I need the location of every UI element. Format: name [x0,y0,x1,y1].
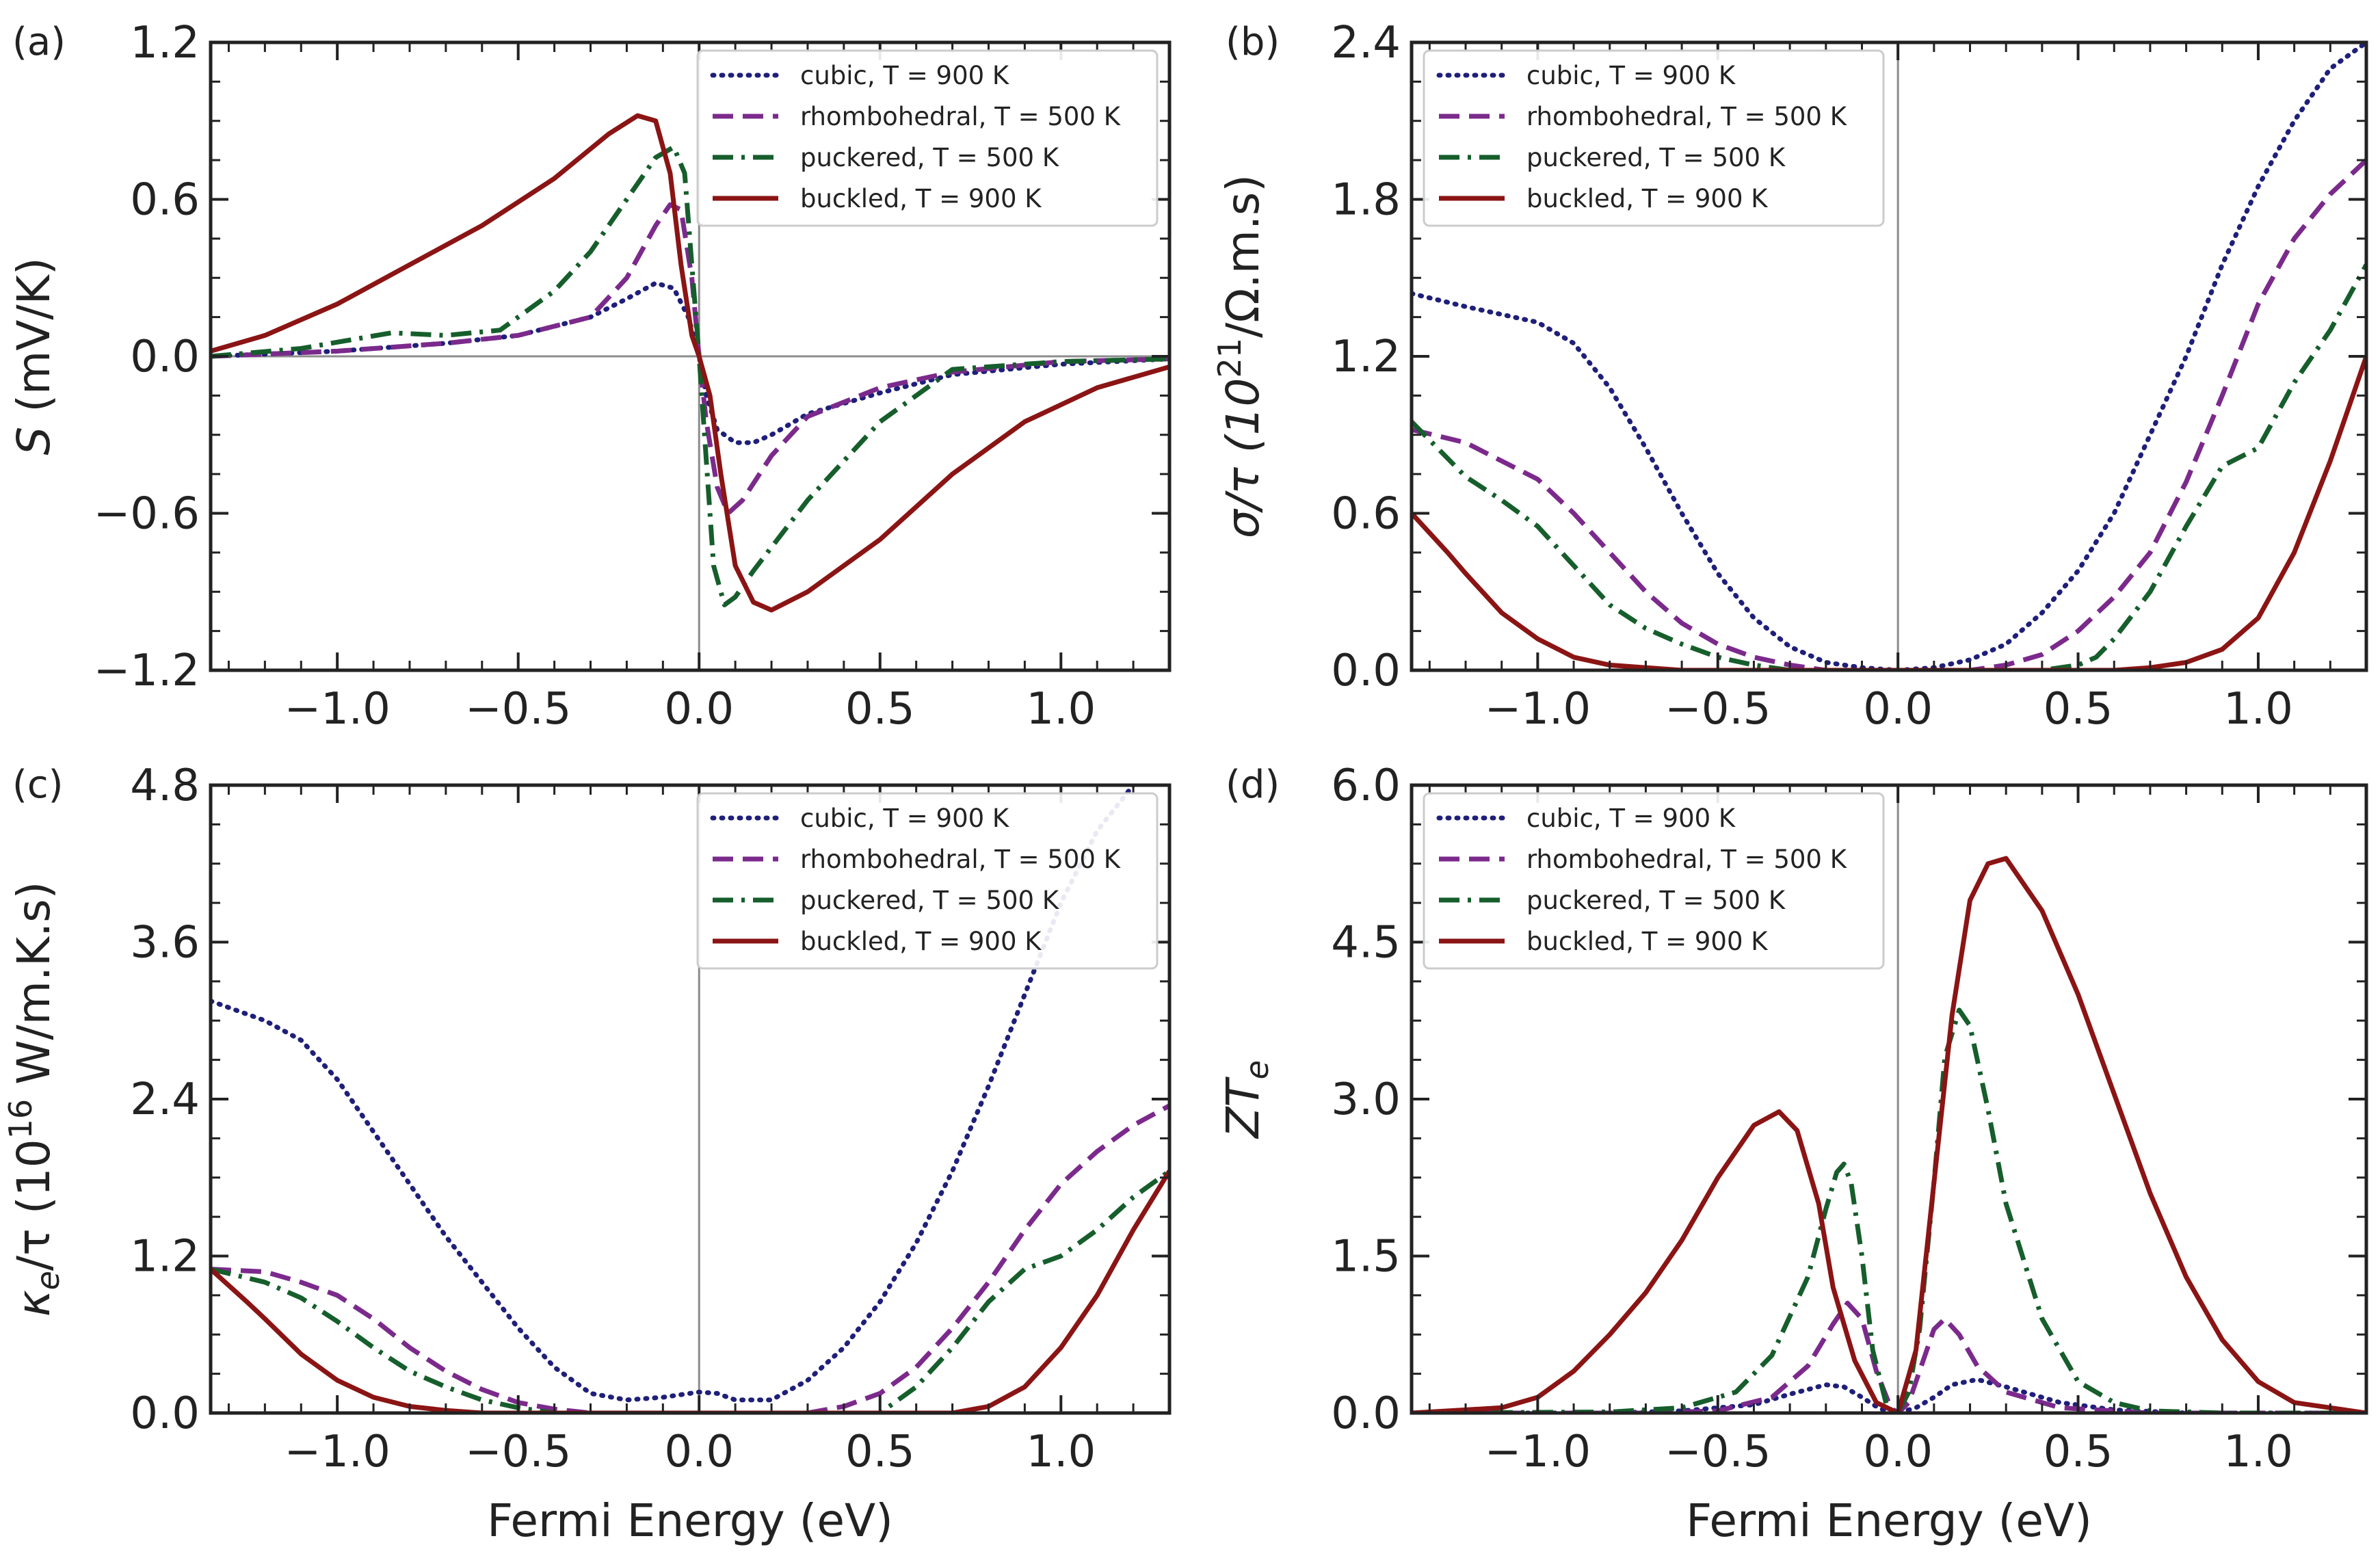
x-axis-title: Fermi Energy (eV) [1686,1494,2092,1547]
legend-label-buckled: buckled, T = 900 K [1526,184,1769,213]
y-tick-label: 3.0 [1331,1074,1401,1125]
panel-c: 0.0 1.2 2.4 3.6 4.8 −1.0 −0.5 0.0 0.5 1.0 (c) Fermi… [2,761,1172,1547]
x-tick-label: 0.5 [845,1427,915,1477]
legend: cubic, T = 900 K rhombohedral, T = 500 K p… [696,49,1159,227]
y-tick-label: 0.0 [1331,646,1401,696]
legend: cubic, T = 900 K rhombohedral, T = 500 K p… [1423,49,1885,227]
series-line-cubic [1412,1377,2366,1413]
y-tick-label: 1.2 [130,1232,200,1282]
y-tick-label: 0.0 [130,1388,200,1439]
y-tick-label: 2.4 [130,1074,200,1125]
legend-label-cubic: cubic, T = 900 K [800,804,1010,833]
legend-box [696,49,1159,227]
x-tick-label: 0.0 [664,684,734,735]
series-line-puckered [1412,263,2366,670]
y-axis-title: σ/τ (1021/Ω.m.s) [1211,174,1269,538]
y-tick-label: 0.0 [130,332,200,382]
legend-label-rhombohedral: rhombohedral, T = 500 K [1526,102,1848,131]
x-tick-label: 0.5 [845,684,915,735]
legend-label-puckered: puckered, T = 500 K [1526,143,1786,172]
series-line-puckered [1412,1007,2366,1413]
legend-label-buckled: buckled, T = 900 K [1526,927,1769,956]
y-axis-title: S (mV/K) [8,257,60,455]
y-tick-label: 4.8 [130,761,200,811]
y-tick-label: 0.6 [130,175,200,226]
legend-label-rhombohedral: rhombohedral, T = 500 K [800,845,1122,874]
legend-label-puckered: puckered, T = 500 K [1526,886,1786,915]
y-tick-label: 2.4 [1331,18,1401,68]
y-tick-label: 1.8 [1331,175,1401,226]
panel-b: 0.0 0.6 1.2 1.8 2.4 −1.0 −0.5 0.0 0.5 1.0 (b) σ/τ (… [1211,18,2368,735]
series-line-rhombohedral [1412,1300,2366,1413]
y-axis-title: ZTe [1217,1060,1275,1139]
legend-box [696,792,1159,970]
y-tick-label: 1.2 [130,18,200,68]
series-line-puckered [211,144,1169,607]
legend-label-puckered: puckered, T = 500 K [800,143,1060,172]
y-tick-label: −0.6 [94,489,200,540]
x-tick-label: 0.0 [1863,684,1933,735]
panel-tag: (d) [1226,763,1280,807]
x-tick-label: 1.0 [2223,1427,2293,1477]
legend-box [1423,792,1885,970]
series-line-buckled [211,113,1169,613]
legend-label-buckled: buckled, T = 900 K [800,184,1042,213]
x-axis-title: Fermi Energy (eV) [487,1494,893,1547]
y-tick-label: 6.0 [1331,761,1401,811]
x-tick-label: −0.5 [1665,684,1771,735]
panel-tag: (c) [12,763,63,807]
panel-d: 0.0 1.5 3.0 4.5 6.0 −1.0 −0.5 0.0 0.5 1.0 (d) Fermi… [1217,761,2368,1547]
x-tick-label: 0.5 [2044,1427,2113,1477]
x-tick-label: −1.0 [1485,1427,1591,1477]
x-tick-label: −0.5 [1665,1427,1771,1477]
panel-tag: (b) [1226,20,1280,64]
x-tick-label: 1.0 [1026,1427,1096,1477]
y-tick-label: −1.2 [94,646,200,696]
legend: cubic, T = 900 K rhombohedral, T = 500 K p… [1423,792,1885,970]
legend-label-cubic: cubic, T = 900 K [1526,804,1736,833]
series-line-rhombohedral [1412,158,2366,670]
series-line-buckled [1412,355,2366,670]
series-line-buckled [1412,856,2366,1413]
series-line-cubic [211,785,1136,1403]
x-tick-label: 1.0 [2223,684,2293,735]
x-tick-label: 0.0 [664,1427,734,1477]
x-tick-label: −0.5 [465,1427,571,1477]
x-tick-label: −1.0 [284,684,390,735]
y-tick-label: 0.0 [1331,1388,1401,1439]
y-axis-title: κe/τ (1016 W/m.K.s) [2,882,66,1317]
series-line-buckled [211,1170,1169,1413]
series-line-puckered [211,1169,1169,1413]
legend: cubic, T = 900 K rhombohedral, T = 500 K p… [696,792,1159,970]
legend-label-rhombohedral: rhombohedral, T = 500 K [1526,845,1848,874]
x-tick-label: −1.0 [284,1427,390,1477]
legend-label-cubic: cubic, T = 900 K [800,61,1010,90]
panel-a: −1.2 −0.6 0.0 0.6 1.2 −1.0 −0.5 0.0 0.5 1.0 (a) S (… [8,18,1172,735]
legend-label-rhombohedral: rhombohedral, T = 500 K [800,102,1122,131]
legend-label-buckled: buckled, T = 900 K [800,927,1042,956]
legend-label-puckered: puckered, T = 500 K [800,886,1060,915]
legend-label-cubic: cubic, T = 900 K [1526,61,1736,90]
y-tick-label: 0.6 [1331,489,1401,540]
x-tick-label: 0.5 [2044,684,2113,735]
series-line-rhombohedral [211,1103,1169,1413]
y-tick-label: 3.6 [130,918,200,968]
x-tick-label: −1.0 [1485,684,1591,735]
legend-box [1423,49,1885,227]
x-tick-label: 1.0 [1026,684,1096,735]
panel-tag: (a) [12,20,66,64]
y-tick-label: 1.2 [1331,332,1401,382]
x-tick-label: 0.0 [1863,1427,1933,1477]
y-tick-label: 1.5 [1331,1232,1401,1282]
y-tick-label: 4.5 [1331,918,1401,968]
x-tick-label: −0.5 [465,684,571,735]
